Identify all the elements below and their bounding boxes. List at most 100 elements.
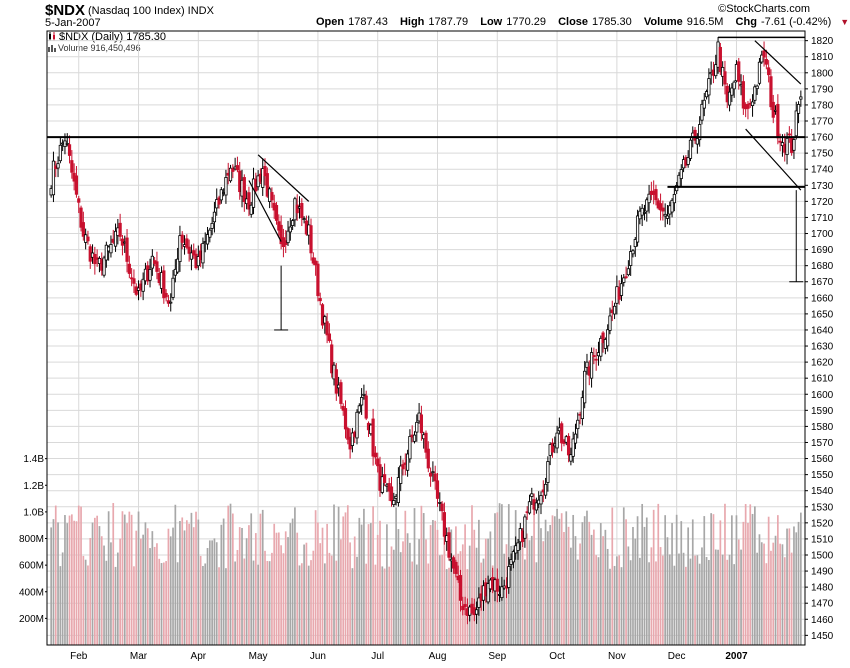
candle-body [458,575,463,601]
volume-bar [786,528,788,645]
volume-bar [597,557,600,645]
price-tick-label: 1780 [811,100,834,111]
volume-bar [664,515,667,645]
candle-body [357,405,361,413]
volume-bar [659,547,662,645]
price-tick-label: 1520 [811,518,834,529]
candle-body [431,471,435,474]
volume-value: 916.5M [686,16,724,28]
volume-bar [98,526,101,645]
candle-body [438,502,442,504]
candle-body [251,178,256,208]
candle-body [396,477,401,503]
candle-body [189,252,194,260]
candle-body [56,163,60,169]
volume-bar [151,531,154,645]
volume-bar [501,504,503,645]
trendline-annotations [47,36,805,331]
volume-bar [570,547,572,645]
volume-bar [409,542,411,645]
candle-body [109,244,113,254]
volume-bar [351,568,354,645]
volume-bar [445,569,448,645]
candle-body [534,502,538,511]
candle-body [585,361,589,368]
candle-body [419,414,424,434]
volume-bar [560,513,563,645]
volume-bar [280,545,282,645]
candle-body [629,251,633,266]
low-value: 1770.29 [506,16,546,28]
volume-bar [202,565,204,645]
volume-bar [273,523,276,645]
volume-bar [793,526,795,645]
volume-bar [790,552,793,645]
down-arrow-icon: ▼ [840,17,850,27]
candle-body [406,453,410,471]
candle-body [263,166,267,177]
price-tick-label: 1690 [811,245,834,256]
volume-bar [703,516,706,645]
brand-label[interactable]: ©StockCharts.com [718,3,810,15]
volume-bar [701,547,703,645]
volume-bar [473,529,476,645]
volume-bar [238,527,241,645]
volume-bar [114,566,117,645]
price-tick-label: 1730 [811,181,834,192]
candle-body [102,257,106,276]
volume-bar [478,519,480,645]
candlestick-icon [48,32,57,41]
candle-body [291,220,295,226]
volume-bar [590,534,593,645]
volume-bar [227,505,230,645]
price-legend-text: $NDX (Daily) 1785.30 [59,31,166,43]
volume-bar [606,548,609,645]
volume-bar [795,532,798,645]
candle-body [762,50,766,58]
volume-bar [195,511,197,645]
candle-body [569,454,573,462]
volume-bar [754,506,756,645]
open-value: 1787.43 [348,16,388,28]
candle-body [210,222,214,229]
volume-bar [213,538,216,645]
volume-bar [540,528,542,645]
candle-body [148,269,152,281]
volume-bar [344,512,347,645]
volume-bar [172,527,174,645]
volume-bar [87,565,89,645]
volume-bar [770,550,772,645]
volume-bar [158,558,161,645]
volume-bar [547,531,549,645]
candle-body [767,67,771,76]
candle-body [601,332,605,344]
volume-axis: 200M 400M 600M 800M 1.0B 1.2B 1.4B [19,454,47,625]
candle-body [371,418,375,457]
candle-body [208,229,212,238]
volume-bar [528,540,531,645]
price-tick-label: 1820 [811,36,834,47]
volume-bar [519,535,522,645]
candle-body [654,189,658,201]
volume-bar [498,503,501,645]
volume-bar [356,556,358,645]
candle-body [661,207,665,212]
volume-bar [579,543,581,645]
volume-bar [402,541,404,645]
volume-bar [673,565,676,645]
candle-body [412,434,417,442]
volume-bar [772,542,775,645]
volume-bar [264,550,266,645]
volume-bar [434,520,437,645]
volume-bar [337,506,340,645]
volume-bar [268,561,271,645]
volume-bar [358,517,361,645]
date-tick-label: Mar [130,651,148,662]
candle-body [433,473,437,482]
candle-body [566,435,571,456]
volume-bar [183,530,186,645]
price-tick-label: 1590 [811,406,834,417]
price-tick-label: 1680 [811,261,834,272]
high-label: High [399,16,425,28]
volume-bar [710,513,713,645]
